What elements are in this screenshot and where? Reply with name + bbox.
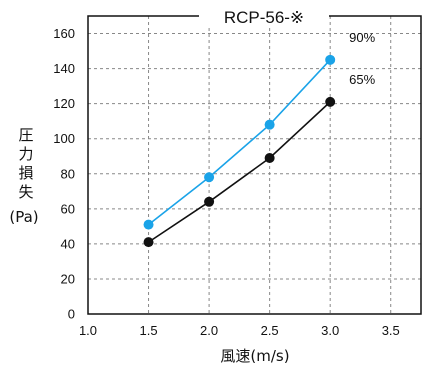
data-point (204, 196, 215, 207)
chart-title: RCP-56-※ (224, 8, 304, 27)
y-axis-ticks: 0 20 40 60 80 100 120 140 160 (53, 26, 75, 321)
x-axis-ticks: 1.0 1.5 2.0 2.5 3.0 3.5 (79, 323, 400, 338)
data-point (264, 152, 275, 163)
series-line (148, 59, 331, 226)
y-tick-label: 160 (53, 26, 75, 41)
y-tick-label: 80 (61, 166, 75, 181)
y-axis-label-char: 損 (18, 164, 33, 182)
series-group: 90% 65% (143, 30, 376, 248)
grid-lines (88, 16, 421, 314)
y-tick-label: 140 (53, 61, 75, 76)
title-background (199, 6, 329, 28)
series-label: 90% (349, 30, 375, 45)
x-tick-label: 2.5 (261, 323, 279, 338)
y-tick-label: 60 (61, 201, 75, 216)
y-tick-label: 20 (61, 271, 75, 286)
y-axis-label-char: 力 (18, 145, 33, 163)
y-axis-label-char: 圧 (18, 126, 33, 144)
series-label: 65% (349, 72, 375, 87)
data-point (264, 119, 275, 130)
data-point (325, 96, 336, 107)
data-point (325, 54, 336, 65)
y-axis-label-unit: (Pa) (9, 208, 38, 226)
y-tick-label: 0 (68, 307, 75, 322)
plot-frame (87, 15, 422, 315)
y-axis-label-char: 失 (18, 183, 33, 201)
x-tick-label: 3.0 (321, 323, 339, 338)
x-axis-label: 風速(m/s) (220, 347, 289, 365)
x-tick-label: 1.5 (140, 323, 158, 338)
y-tick-label: 100 (53, 131, 75, 146)
y-tick-label: 120 (53, 96, 75, 111)
x-tick-label: 3.5 (382, 323, 400, 338)
data-point (143, 219, 154, 230)
y-tick-label: 40 (61, 236, 75, 251)
x-tick-label: 2.0 (200, 323, 218, 338)
data-point (143, 237, 154, 248)
x-tick-label: 1.0 (79, 323, 97, 338)
data-point (204, 172, 215, 183)
series-line (148, 101, 331, 243)
